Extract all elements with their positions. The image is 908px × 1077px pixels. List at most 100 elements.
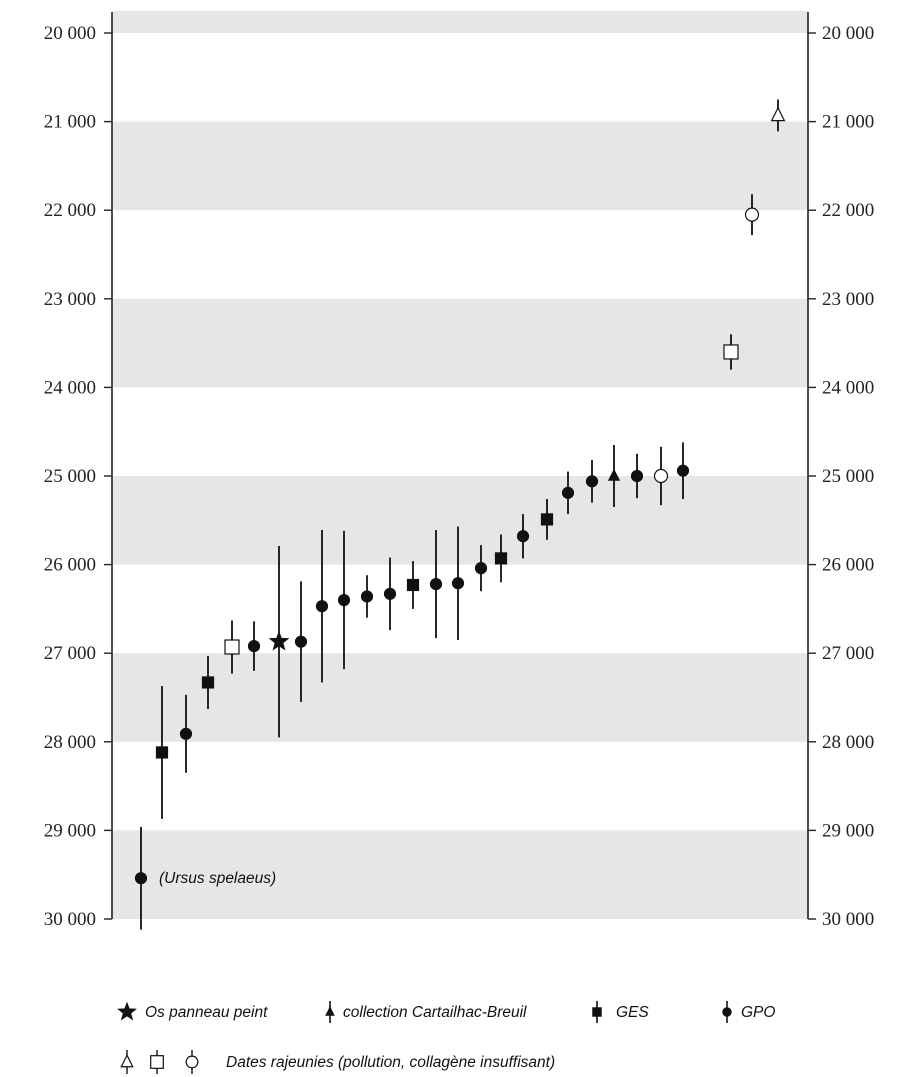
marker-circle <box>653 468 669 484</box>
legend-item: GPO <box>722 1001 775 1023</box>
legend-item: Os panneau peint <box>117 1001 268 1021</box>
right-tick-label: 28 000 <box>822 732 874 753</box>
left-tick-label: 21 000 <box>44 112 96 133</box>
legend-item: Dates rajeunies (pollution, collagène in… <box>120 1050 555 1074</box>
marker-square <box>201 676 215 689</box>
legend-marker <box>592 1007 602 1017</box>
shaded-bands <box>112 10 808 919</box>
marker-circle <box>247 640 261 653</box>
data-point <box>516 514 530 559</box>
data-point <box>494 534 508 583</box>
left-tick-label: 27 000 <box>44 643 96 664</box>
legend-label: collection Cartailhac-Breuil <box>343 1004 527 1021</box>
band-2 <box>112 298 808 388</box>
marker-circle <box>516 530 530 543</box>
annotations: (Ursus spelaeus) <box>159 870 276 887</box>
data-point <box>770 99 786 132</box>
band-4 <box>112 653 808 742</box>
marker-circle <box>451 577 465 590</box>
legend-label: Dates rajeunies (pollution, collagène in… <box>226 1054 555 1071</box>
marker-circle <box>315 600 329 613</box>
data-point <box>474 545 488 592</box>
marker-square <box>723 344 739 360</box>
data-point <box>451 526 465 640</box>
marker-circle <box>676 464 690 477</box>
legend-marker-open <box>150 1055 164 1069</box>
data-points <box>134 99 786 930</box>
data-point <box>268 545 290 738</box>
marker-circle <box>294 635 308 648</box>
left-tick-label: 24 000 <box>44 377 96 398</box>
left-tick-label: 29 000 <box>44 820 96 841</box>
annotation-label: (Ursus spelaeus) <box>159 870 276 887</box>
right-tick-label: 20 000 <box>822 23 874 44</box>
left-tick-label: 30 000 <box>44 909 96 930</box>
marker-circle <box>383 587 397 600</box>
legend-label: Os panneau peint <box>145 1004 268 1021</box>
data-point <box>540 499 554 540</box>
marker-circle <box>360 590 374 603</box>
data-point <box>134 826 148 930</box>
data-point <box>653 446 669 506</box>
legend-marker <box>722 1007 732 1017</box>
marker-circle <box>474 562 488 575</box>
marker-triangle <box>770 106 786 122</box>
legend-label: GPO <box>741 1004 775 1021</box>
data-point <box>607 444 621 508</box>
right-tick-label: 29 000 <box>822 820 874 841</box>
data-point <box>247 621 261 671</box>
legend-marker-open <box>185 1055 199 1069</box>
band-5 <box>112 830 808 919</box>
left-tick-label: 22 000 <box>44 200 96 221</box>
data-point <box>429 530 443 639</box>
right-tick-label: 23 000 <box>822 289 874 310</box>
marker-circle <box>134 872 148 885</box>
marker-circle <box>337 593 351 607</box>
data-point <box>561 471 575 515</box>
tick-labels: 20 000 20 000 21 000 21 000 22 000 22 000 23 0… <box>44 23 875 930</box>
data-point <box>744 194 760 236</box>
data-point <box>224 620 240 674</box>
legend-label: GES <box>616 1004 649 1021</box>
legend-item: GES <box>592 1001 649 1023</box>
data-point <box>676 442 690 500</box>
data-point <box>179 694 193 773</box>
marker-square <box>155 746 169 759</box>
marker-circle <box>585 475 599 488</box>
left-tick-label: 23 000 <box>44 289 96 310</box>
right-tick-label: 22 000 <box>822 200 874 221</box>
marker-triangle <box>607 468 621 481</box>
legend-marker <box>325 1006 335 1016</box>
marker-circle <box>429 577 443 591</box>
right-tick-label: 27 000 <box>822 643 874 664</box>
right-tick-label: 24 000 <box>822 377 874 398</box>
left-tick-label: 25 000 <box>44 466 96 487</box>
data-point <box>723 334 739 370</box>
marker-circle <box>179 727 193 740</box>
left-tick-label: 20 000 <box>44 23 96 44</box>
band-1 <box>112 121 808 211</box>
axes <box>104 12 816 920</box>
data-point <box>630 453 644 499</box>
marker-square <box>540 513 554 526</box>
data-point <box>155 685 169 819</box>
left-tick-label: 26 000 <box>44 555 96 576</box>
data-point <box>360 575 374 618</box>
right-tick-label: 25 000 <box>822 466 874 487</box>
marker-square <box>406 578 420 592</box>
band-0 <box>112 10 808 33</box>
marker-circle <box>744 207 760 222</box>
marker-square <box>224 639 240 655</box>
data-point <box>315 530 329 683</box>
legend: Os panneau peint collection Cartailhac-Br… <box>117 1001 775 1074</box>
data-point <box>201 655 215 710</box>
marker-circle <box>561 486 575 499</box>
marker-square <box>494 552 508 565</box>
data-point <box>337 530 351 670</box>
marker-circle <box>630 469 644 483</box>
left-tick-label: 28 000 <box>44 732 96 753</box>
band-3 <box>112 476 808 565</box>
marker-star <box>268 630 290 651</box>
legend-item: collection Cartailhac-Breuil <box>325 1001 527 1023</box>
